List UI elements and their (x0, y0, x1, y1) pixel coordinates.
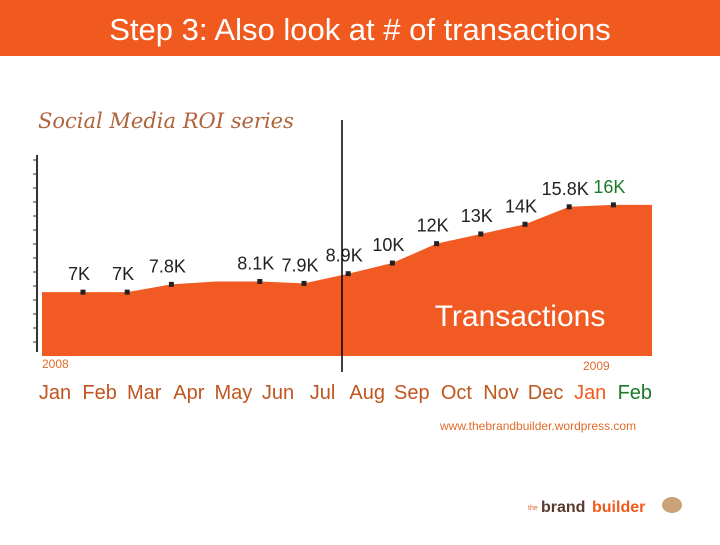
point (301, 280, 307, 286)
data-label: 16K (593, 177, 625, 197)
logo-brand: brand (541, 499, 585, 516)
x-tick-label: Jun (262, 382, 294, 404)
year-band (42, 356, 652, 370)
point (389, 260, 395, 266)
logo-icon (662, 497, 682, 513)
data-label: 14K (505, 196, 537, 216)
point (345, 271, 351, 277)
point (522, 221, 528, 227)
point (80, 289, 86, 295)
x-tick-label: Oct (441, 382, 473, 404)
point (566, 204, 572, 210)
data-label: 7.8K (149, 256, 186, 276)
x-tick-label: Dec (528, 382, 564, 404)
logo: the brand builder (528, 497, 682, 516)
data-label: 8.9K (326, 246, 363, 266)
data-label: 8.1K (237, 253, 274, 273)
data-label: 13K (461, 206, 493, 226)
source-url: www.thebrandbuilder.wordpress.com (439, 419, 636, 433)
logo-builder: builder (592, 499, 645, 516)
chart-title: Social Media ROI series (38, 109, 294, 133)
data-label: 15.8K (542, 179, 589, 199)
x-tick-label: Sep (394, 382, 430, 404)
logo-prefix: the (528, 505, 538, 512)
x-tick-label: Nov (483, 382, 519, 404)
data-label: 12K (417, 216, 449, 236)
data-label: 7K (68, 264, 90, 284)
year-label: 2009 (583, 359, 610, 373)
point (478, 231, 484, 237)
series-label: Transactions (435, 300, 606, 333)
x-tick-label: Feb (618, 382, 652, 404)
x-tick-label: Jul (310, 382, 336, 404)
data-label: 7.9K (281, 255, 318, 275)
area (42, 204, 652, 360)
point (257, 278, 263, 284)
x-tick-label: Apr (173, 382, 204, 404)
point (124, 289, 130, 295)
x-tick-label: Jan (39, 382, 71, 404)
slide-title: Step 3: Also look at # of transactions (109, 12, 610, 47)
x-tick-label: May (215, 382, 253, 404)
point (610, 202, 616, 208)
year-label: 2008 (42, 357, 69, 371)
data-label: 10K (372, 235, 404, 255)
point (434, 241, 440, 247)
x-tick-label: Mar (127, 382, 162, 404)
header-bar (0, 0, 720, 56)
x-tick-label: Jan (574, 382, 606, 404)
x-tick-label: Feb (82, 382, 116, 404)
x-tick-label: Aug (349, 382, 385, 404)
point (168, 281, 174, 287)
data-label: 7K (112, 264, 134, 284)
